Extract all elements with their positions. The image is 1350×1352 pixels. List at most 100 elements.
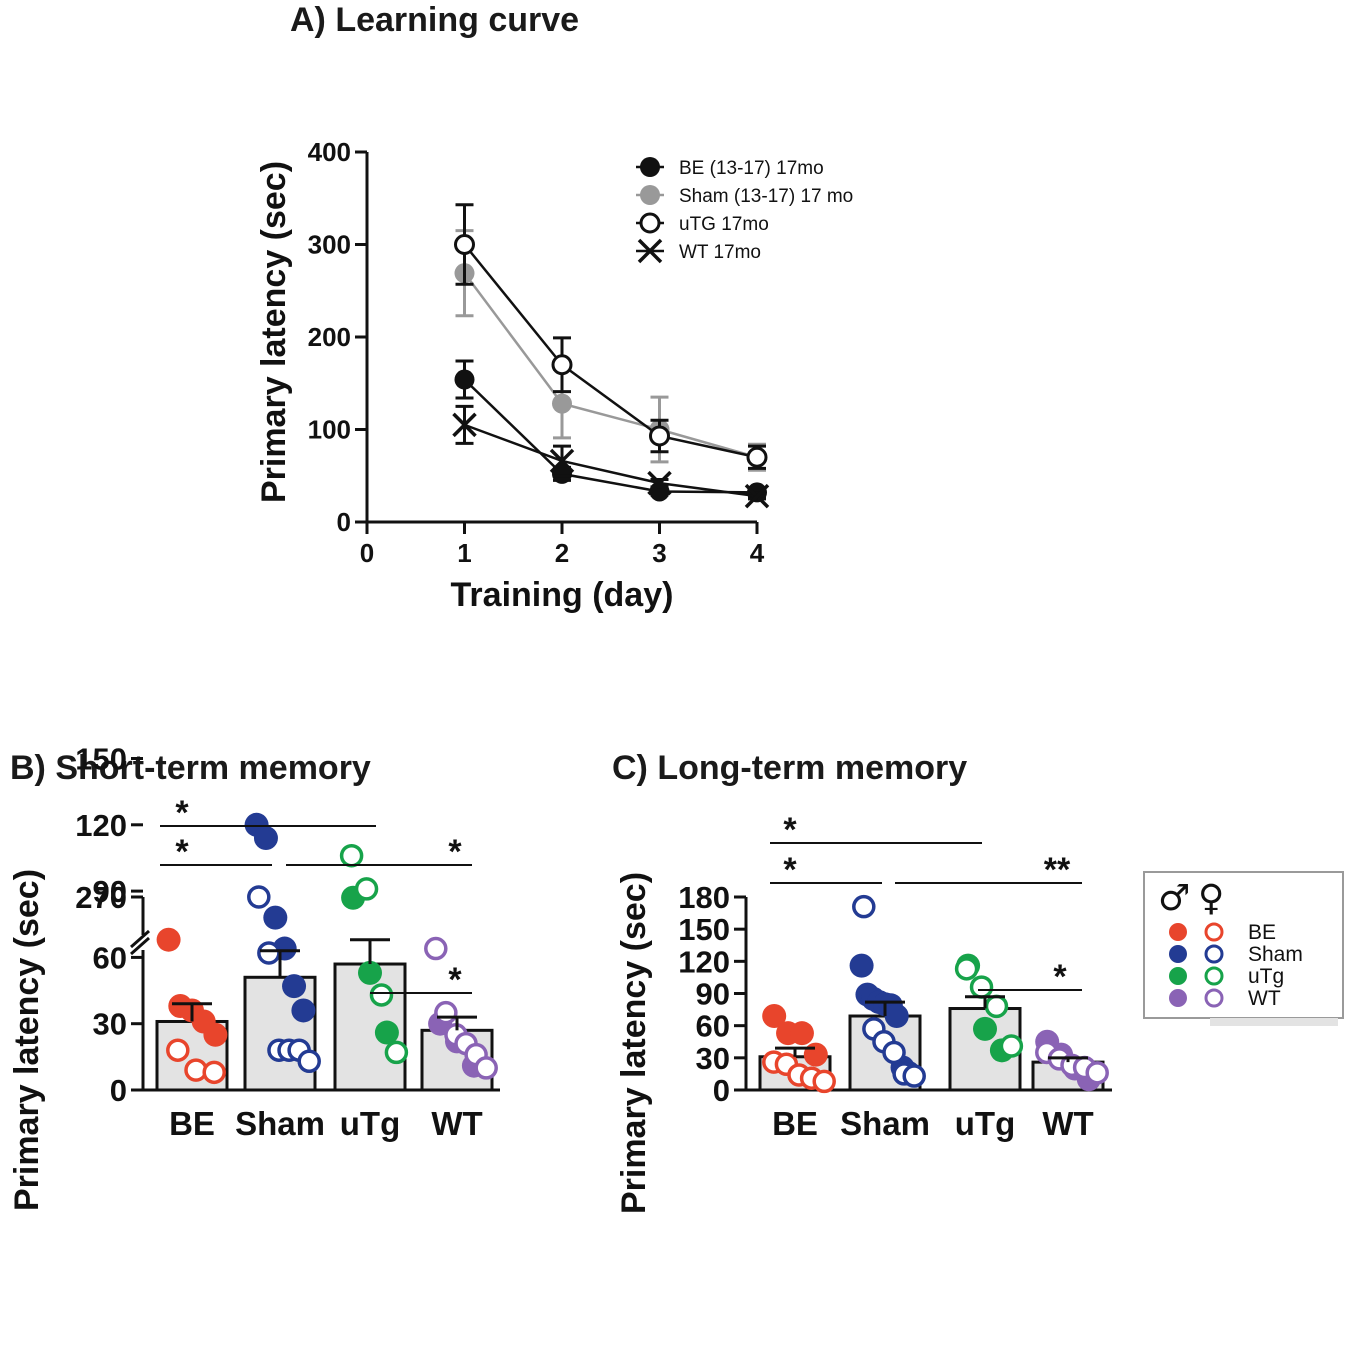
a-data-point-stroke [549,448,575,474]
category-label-wt: WT [431,1105,482,1142]
female-data-point [369,983,394,1007]
a-legend-marker [639,212,661,234]
a-legend-marker-stroke [637,238,663,264]
a-x-tick-label: 0 [360,538,374,568]
significance-star: * [175,794,189,832]
legend-male-dot [1169,967,1187,985]
a-legend-marker [640,157,660,177]
male-data-point [203,1022,228,1047]
a-data-point-stroke [452,412,477,438]
axis-break-mark [130,929,150,949]
male-data-point [803,1042,828,1067]
a-data-point [552,393,572,414]
a-y-tick-label: 300 [308,230,351,260]
significance-star: * [448,961,462,999]
a-data-point [746,446,768,468]
significance-star: ** [1044,851,1071,889]
panel-c-title: C) Long-term memory [612,749,967,787]
a-data-point [452,412,477,438]
a-legend-label: Sham (13-17) 17 mo [679,186,853,207]
female-data-point [297,1049,321,1074]
a-series-line [463,243,758,459]
female-data-point [424,936,448,961]
a-series-line [463,272,758,459]
significance-star: * [783,851,797,889]
y-tick-label: 150 [678,912,730,947]
a-legend-label: WT 17mo [679,242,761,263]
legend-shadow [1210,1018,1338,1026]
a-legend-label: BE (13-17) 17mo [679,158,824,179]
a-legend-label: uTG 17mo [679,214,769,235]
a-y-tick-label: 200 [308,322,351,352]
category-label-wt: WT [1042,1105,1093,1142]
a-data-point-stroke [647,470,672,496]
female-data-point [902,1064,926,1088]
a-data-point [454,234,475,255]
category-label-be: BE [772,1105,818,1142]
female-data-point [969,975,994,999]
category-label-utg: uTg [340,1105,400,1142]
a-series-0 [454,359,767,503]
female-data-point [384,1040,409,1065]
male-data-point [253,826,278,851]
a-y-tick-label: 0 [337,507,351,537]
legend-male-dot [1169,989,1187,1007]
male-data-point [849,953,874,978]
a-series-1 [454,229,767,472]
legend-female-dot [1204,988,1224,1008]
category-label-sham: Sham [840,1105,930,1142]
a-x-tick-label: 2 [555,538,569,568]
female-data-point [954,957,979,981]
a-series-line [464,423,758,498]
y-tick-label: 120 [678,944,730,979]
long-term-memory-panel: C) Long-term memory Primary latency (sec… [612,749,1112,1214]
female-data-point [474,1056,498,1080]
a-x-tick-label: 1 [457,538,471,568]
female-data-point [339,843,364,868]
significance-star: * [1053,958,1067,996]
y-tick-label: 150 [75,742,127,777]
panel-b-y-axis-label: Primary latency (sec) [8,869,46,1211]
female-data-point [354,877,379,901]
a-data-point [744,483,770,509]
female-data-point [882,1040,906,1065]
male-data-point [156,927,181,952]
category-label-be: BE [169,1105,215,1142]
y-tick-label: 0 [110,1073,127,1108]
male-data-point [358,960,382,985]
y-tick-label: 90 [93,874,127,909]
y-tick-label: 30 [93,1007,127,1042]
y-tick-label: 30 [696,1041,730,1076]
y-tick-label: 60 [93,940,127,975]
a-series-2 [454,203,768,470]
female-data-point [434,1000,458,1025]
female-data-point [257,941,281,965]
panel-a-x-axis-label: Training (day) [451,576,674,614]
male-data-point [973,1016,997,1041]
legend-female-dot [1204,922,1224,942]
y-tick-label: 0 [713,1073,730,1108]
a-data-point [647,470,672,496]
male-data-point [374,1020,399,1045]
male-data-point [263,905,288,930]
a-series-line [463,378,758,494]
male-data-point [282,974,307,999]
panel-b-title: B) Short-term memory [10,749,371,787]
legend-group-label: BE [1248,921,1276,944]
female-data-point [812,1069,836,1094]
male-data-point [884,1004,909,1029]
learning-curve-panel: A) Learning curve Primary latency (sec) … [255,1,853,614]
female-data-point [999,1034,1024,1058]
male-data-point [291,998,316,1023]
male-data-point [762,1004,787,1029]
panel-c-y-axis-label: Primary latency (sec) [615,872,653,1214]
a-series-3 [452,404,770,509]
significance-star: * [783,811,797,849]
legend-male-dot [1169,923,1187,941]
a-y-tick-label: 400 [308,137,351,167]
legend-group-label: WT [1248,987,1281,1010]
panel-a-y-axis-label: Primary latency (sec) [255,161,293,503]
axis-break-mark [130,936,150,956]
